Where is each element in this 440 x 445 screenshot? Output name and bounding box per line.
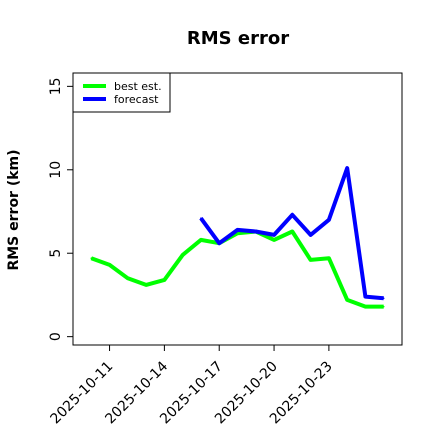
plot-frame — [72, 72, 403, 346]
data-point-best-est — [309, 259, 312, 261]
chart-title: RMS error — [187, 28, 289, 49]
y-axis-label: RMS error (km) — [6, 149, 22, 270]
data-point-best-est — [364, 305, 367, 308]
data-point-forecast — [236, 229, 239, 231]
data-point-best-est — [382, 305, 385, 308]
data-point-forecast — [382, 297, 385, 300]
data-point-best-est — [108, 264, 111, 266]
y-tick-label: 5 — [48, 249, 64, 258]
series-line-best-est — [90, 229, 384, 309]
y-tick-label: 10 — [48, 161, 64, 179]
data-point-forecast — [309, 234, 312, 236]
y-tick-label: 15 — [48, 77, 64, 95]
data-point-best-est — [291, 230, 294, 233]
data-point-best-est — [328, 257, 330, 260]
legend-label: best est. — [114, 80, 162, 93]
data-point-best-est — [181, 254, 184, 256]
data-point-forecast — [291, 214, 294, 216]
legend-label: forecast — [114, 93, 159, 106]
series-layer — [90, 166, 385, 309]
data-point-forecast — [273, 234, 275, 236]
y-tick-label: 0 — [48, 332, 64, 341]
data-point-best-est — [90, 257, 93, 260]
data-point-forecast — [364, 295, 367, 298]
data-point-forecast — [254, 230, 257, 233]
axis-ticks: 0510152025-10-112025-10-142025-10-172025… — [48, 77, 336, 427]
data-point-forecast — [218, 242, 221, 245]
legend: best est.forecast — [72, 72, 171, 113]
data-point-best-est — [236, 232, 239, 234]
data-point-best-est — [163, 279, 166, 281]
data-point-forecast — [328, 219, 330, 221]
data-point-forecast — [200, 217, 202, 219]
data-point-best-est — [127, 277, 129, 280]
data-point-best-est — [346, 299, 348, 301]
data-point-forecast — [346, 167, 348, 169]
data-point-best-est — [200, 239, 202, 241]
data-point-best-est — [273, 239, 275, 241]
data-point-best-est — [145, 284, 147, 286]
legend-box — [72, 72, 171, 113]
